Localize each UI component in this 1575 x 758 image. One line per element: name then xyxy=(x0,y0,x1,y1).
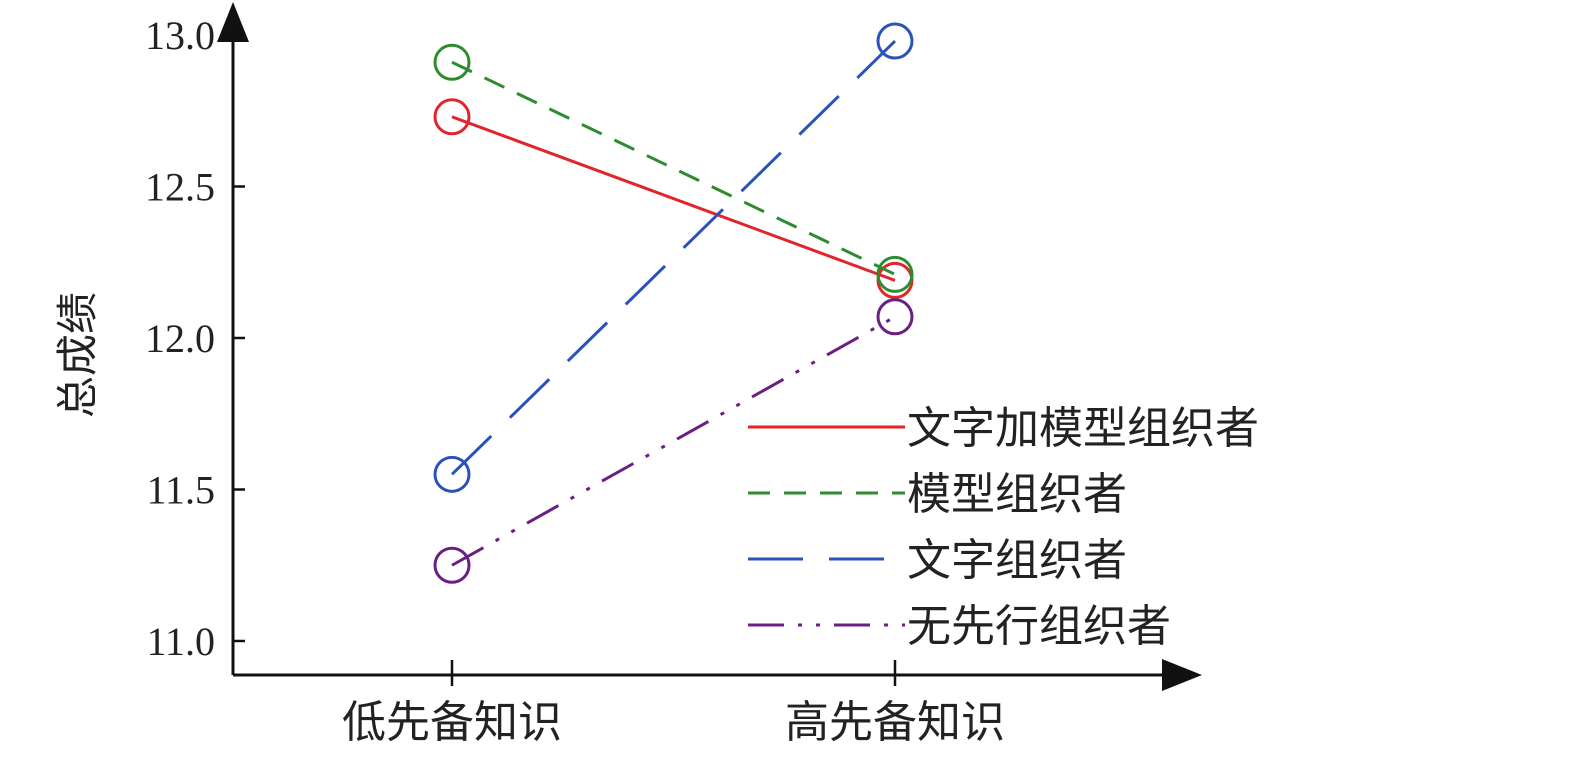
y-ticks: 11.0 11.5 12.0 12.5 13.0 xyxy=(145,13,245,664)
series-line xyxy=(451,115,896,282)
x-category-label: 高先备知识 xyxy=(785,697,1005,748)
series-line xyxy=(451,315,896,567)
series-group xyxy=(433,22,914,493)
axes xyxy=(217,2,1202,691)
series-line xyxy=(450,39,897,476)
data-point-marker xyxy=(433,546,471,584)
y-tick-label: 11.0 xyxy=(146,619,215,664)
y-axis-arrow xyxy=(217,2,249,42)
series-group xyxy=(433,298,914,584)
y-tick-label: 11.5 xyxy=(146,468,215,513)
legend-label: 文字组织者 xyxy=(907,535,1127,586)
series-lines xyxy=(433,22,914,584)
x-category-label: 低先备知识 xyxy=(342,697,562,748)
data-point-marker xyxy=(876,255,914,293)
y-tick-label: 12.5 xyxy=(145,165,215,210)
legend-label: 无先行组织者 xyxy=(907,601,1171,652)
y-tick-label: 13.0 xyxy=(145,13,215,58)
series-line xyxy=(451,60,896,276)
x-axis-arrow xyxy=(1162,659,1202,691)
legend-label: 模型组织者 xyxy=(907,469,1127,520)
y-tick-label: 12.0 xyxy=(145,316,215,361)
y-axis-title: 总成绩 xyxy=(53,292,102,418)
data-point-marker xyxy=(433,98,471,136)
legend-label: 文字加模型组织者 xyxy=(907,403,1259,454)
x-ticks: 低先备知识 高先备知识 xyxy=(342,660,1005,748)
data-point-marker xyxy=(876,22,914,60)
data-point-marker xyxy=(876,298,914,336)
data-point-marker xyxy=(433,455,471,493)
data-point-marker xyxy=(433,43,471,81)
series-group xyxy=(433,98,914,299)
series-group xyxy=(433,43,914,293)
